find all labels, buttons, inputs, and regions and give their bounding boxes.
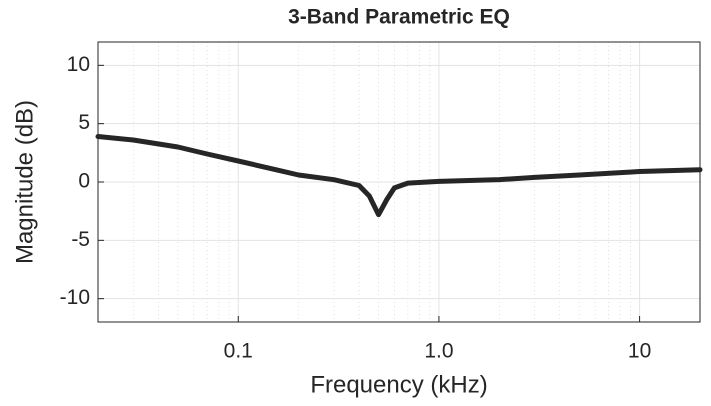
y-tick-label: -5 — [71, 228, 90, 251]
y-tick-label: -10 — [60, 286, 90, 309]
x-tick-label: 0.1 — [224, 340, 253, 363]
y-tick-label: 10 — [67, 53, 90, 76]
x-axis-label: Frequency (kHz) — [310, 371, 487, 398]
line — [95, 134, 703, 218]
y-tick-label: 0 — [78, 170, 90, 193]
x-tick-label: 1.0 — [424, 340, 453, 363]
x-tick-label: 10 — [628, 340, 651, 363]
y-axis-label: Magnitude (dB) — [11, 100, 38, 264]
chart-title: 3-Band Parametric EQ — [288, 6, 510, 29]
y-tick-label: 5 — [78, 111, 90, 134]
plot-frame — [97, 41, 701, 323]
